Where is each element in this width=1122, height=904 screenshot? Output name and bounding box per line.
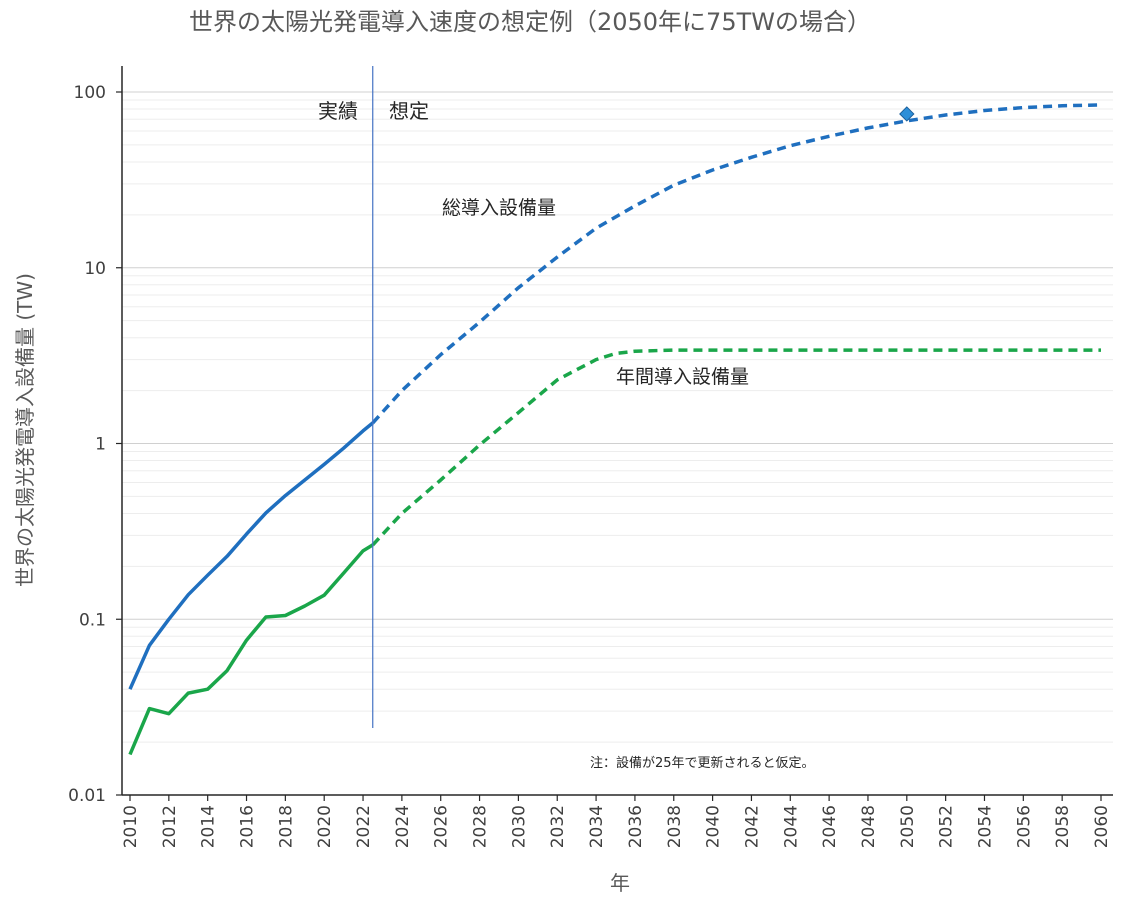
- chart-note: 注：設備が25年で更新されると仮定。: [590, 755, 815, 771]
- y-tick-label: 10: [84, 259, 106, 279]
- target-2050-marker: [899, 106, 915, 122]
- series-1-actual-line: [128, 543, 374, 756]
- x-tick-label: 2054: [975, 805, 995, 848]
- x-tick-label: 2024: [393, 805, 413, 848]
- x-tick-labels: 2010 2012 2014 2016 2018 2020 2022 2024 2026 2028…: [121, 805, 1112, 848]
- x-axis-title: 年: [610, 871, 630, 895]
- y-tick-label: 1: [95, 435, 106, 455]
- x-tick-label: 2058: [1053, 805, 1073, 848]
- x-tick-label: 2022: [354, 805, 374, 848]
- x-tick-label: 2010: [121, 805, 141, 848]
- series-lines: [128, 103, 1102, 756]
- actual-label: 実績: [318, 99, 358, 123]
- x-tick-label: 2040: [704, 805, 724, 848]
- y-tick-label: 100: [74, 83, 106, 103]
- x-tick-label: 2036: [626, 805, 646, 848]
- x-tick-label: 2028: [471, 805, 491, 848]
- projected-label: 想定: [389, 99, 429, 123]
- x-tick-label: 2038: [665, 805, 685, 848]
- x-tick-label: 2030: [509, 805, 529, 848]
- y-tick-label: 0.1: [79, 610, 106, 630]
- minor-gridlines: [122, 99, 1113, 743]
- y-tick-label: 0.01: [68, 786, 106, 806]
- series-0-projected-line: [371, 103, 1102, 425]
- x-tick-label: 2050: [898, 805, 918, 848]
- x-tick-label: 2016: [238, 805, 258, 848]
- series-label-total: 総導入設備量: [442, 197, 556, 219]
- x-tick-label: 2044: [781, 805, 801, 848]
- x-tick-label: 2046: [820, 805, 840, 848]
- series-1-projected-line: [371, 348, 1101, 547]
- x-tick-label: 2060: [1092, 805, 1112, 848]
- x-tick-label: 2026: [432, 805, 452, 848]
- major-gridlines: [122, 91, 1113, 620]
- x-tick-label: 2012: [160, 805, 180, 848]
- series-0-actual-line: [128, 421, 374, 690]
- x-tick-label: 2014: [199, 805, 219, 848]
- x-tick-label: 2032: [548, 805, 568, 848]
- y-tick-labels: 0.01 0.1 1 10 100: [68, 83, 106, 806]
- chart-title: 世界の太陽光発電導入速度の想定例（2050年に75TWの場合）: [189, 8, 871, 36]
- y-axis-title: 世界の太陽光発電導入設備量 (TW): [13, 273, 37, 587]
- x-tick-label: 2042: [742, 805, 762, 848]
- x-tick-label: 2048: [859, 805, 879, 848]
- x-tick-label: 2056: [1014, 805, 1034, 848]
- x-tick-label: 2020: [315, 805, 335, 848]
- series-label-annual: 年間導入設備量: [616, 366, 749, 388]
- axes: [116, 66, 1113, 801]
- x-tick-label: 2034: [587, 805, 607, 848]
- x-tick-label: 2052: [937, 805, 957, 848]
- x-tick-label: 2018: [276, 805, 296, 848]
